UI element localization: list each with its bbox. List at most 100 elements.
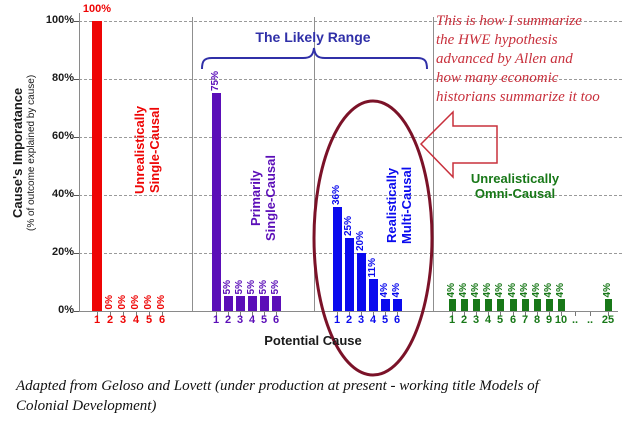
x-tick-mark bbox=[608, 312, 609, 316]
x-tick-mark bbox=[525, 312, 526, 316]
x-tick-label: 5 bbox=[260, 314, 268, 326]
x-tick-mark bbox=[464, 312, 465, 316]
x-tick-mark bbox=[252, 312, 253, 316]
x-tick-mark bbox=[476, 312, 477, 316]
x-tick-label: 9 bbox=[545, 314, 553, 326]
x-tick-mark bbox=[513, 312, 514, 316]
bar bbox=[392, 299, 402, 311]
bar bbox=[448, 299, 456, 311]
bar bbox=[235, 296, 245, 311]
x-tick-mark bbox=[452, 312, 453, 316]
caption: Adapted from Geloso and Lovett (under pr… bbox=[16, 376, 616, 416]
bar-value-label: 4% bbox=[519, 282, 530, 297]
bar bbox=[604, 299, 612, 311]
group-separator bbox=[192, 17, 193, 311]
x-tick-label: .. bbox=[571, 314, 579, 326]
x-tick-label: 1 bbox=[212, 314, 220, 326]
bar bbox=[344, 238, 354, 311]
x-tick-mark bbox=[149, 312, 150, 316]
bar-value-label: 4% bbox=[470, 282, 481, 297]
x-tick-label: .. bbox=[586, 314, 594, 326]
x-tick-mark bbox=[240, 312, 241, 316]
bar bbox=[211, 93, 221, 311]
annotation-note-line: advanced by Allen and bbox=[436, 51, 573, 67]
bar-value-label: 0% bbox=[143, 294, 154, 309]
bar-value-label: 4% bbox=[507, 282, 518, 297]
group-separator bbox=[314, 17, 315, 311]
group-title: Primarily Single-Causal bbox=[248, 155, 278, 241]
bar-value-label: 0% bbox=[104, 294, 115, 309]
bar bbox=[259, 296, 269, 311]
bar-value-label: 5% bbox=[222, 279, 233, 294]
bar-value-label: 20% bbox=[355, 230, 366, 251]
bar-value-label: 4% bbox=[446, 282, 457, 297]
x-tick-mark bbox=[561, 312, 562, 316]
y-tick-mark bbox=[74, 21, 79, 22]
x-tick-label: 5 bbox=[496, 314, 504, 326]
bar-value-label: 5% bbox=[270, 279, 281, 294]
bar-value-label: 0% bbox=[156, 294, 167, 309]
x-tick-mark bbox=[537, 312, 538, 316]
bar bbox=[380, 299, 390, 311]
x-tick-label: 6 bbox=[393, 314, 401, 326]
bar-value-label: 36% bbox=[331, 184, 342, 205]
x-tick-mark bbox=[488, 312, 489, 316]
y-axis-title-main: Cause's Imporatance bbox=[10, 87, 25, 218]
x-tick-mark bbox=[575, 312, 576, 316]
gridline bbox=[79, 79, 622, 80]
likely-range-label: The Likely Range bbox=[255, 29, 371, 45]
bar-value-label: 100% bbox=[82, 3, 112, 15]
x-axis-title: Potential Cause bbox=[264, 333, 362, 348]
x-tick-mark bbox=[162, 312, 163, 316]
gridline bbox=[79, 21, 622, 22]
bar-value-label: 4% bbox=[379, 282, 390, 297]
bar bbox=[356, 253, 366, 311]
group-title: Unrealistically Omni-Causal bbox=[470, 171, 560, 201]
x-tick-label: 4 bbox=[484, 314, 492, 326]
x-tick-label: 2 bbox=[224, 314, 232, 326]
x-tick-mark bbox=[264, 312, 265, 316]
x-tick-label: 2 bbox=[460, 314, 468, 326]
bar-value-label: 11% bbox=[367, 257, 378, 277]
bar-value-label: 5% bbox=[258, 279, 269, 294]
x-tick-label: 4 bbox=[248, 314, 256, 326]
y-tick-label: 40% bbox=[51, 188, 74, 200]
x-tick-label: 3 bbox=[119, 314, 127, 326]
y-tick-label: 20% bbox=[51, 246, 74, 258]
x-tick-mark bbox=[216, 312, 217, 316]
bar-value-label: 4% bbox=[602, 282, 613, 297]
x-tick-label: 4 bbox=[132, 314, 140, 326]
bar-value-label: 0% bbox=[117, 294, 128, 309]
y-axis-line bbox=[79, 13, 80, 311]
y-tick-label: 100% bbox=[45, 14, 74, 26]
x-tick-mark bbox=[500, 312, 501, 316]
x-tick-mark bbox=[590, 312, 591, 316]
x-tick-label: 3 bbox=[472, 314, 480, 326]
y-tick-mark bbox=[74, 253, 79, 254]
annotation-note-line: historians summarize it too bbox=[436, 89, 600, 105]
bar-value-label: 4% bbox=[458, 282, 469, 297]
bar-value-label: 4% bbox=[543, 282, 554, 297]
y-tick-mark bbox=[74, 311, 79, 312]
bar bbox=[460, 299, 468, 311]
group-title: Unrealistically Single-Causal bbox=[132, 105, 162, 195]
y-tick-mark bbox=[74, 79, 79, 80]
x-tick-mark bbox=[97, 312, 98, 316]
bar-value-label: 5% bbox=[246, 279, 257, 294]
x-tick-mark bbox=[110, 312, 111, 316]
x-tick-label: 6 bbox=[158, 314, 166, 326]
x-tick-label: 25 bbox=[601, 314, 615, 326]
x-tick-mark bbox=[123, 312, 124, 316]
x-tick-mark bbox=[276, 312, 277, 316]
y-tick-label: 0% bbox=[58, 304, 74, 316]
x-tick-mark bbox=[228, 312, 229, 316]
x-tick-label: 7 bbox=[521, 314, 529, 326]
bar bbox=[92, 21, 102, 311]
bar bbox=[368, 279, 378, 311]
group-title: Realistically Multi-Causal bbox=[384, 166, 414, 244]
x-tick-label: 8 bbox=[533, 314, 541, 326]
bar-value-label: 4% bbox=[482, 282, 493, 297]
x-tick-label: 6 bbox=[509, 314, 517, 326]
caption-line: Adapted from Geloso and Lovett (under pr… bbox=[16, 378, 539, 394]
bar bbox=[223, 296, 233, 311]
